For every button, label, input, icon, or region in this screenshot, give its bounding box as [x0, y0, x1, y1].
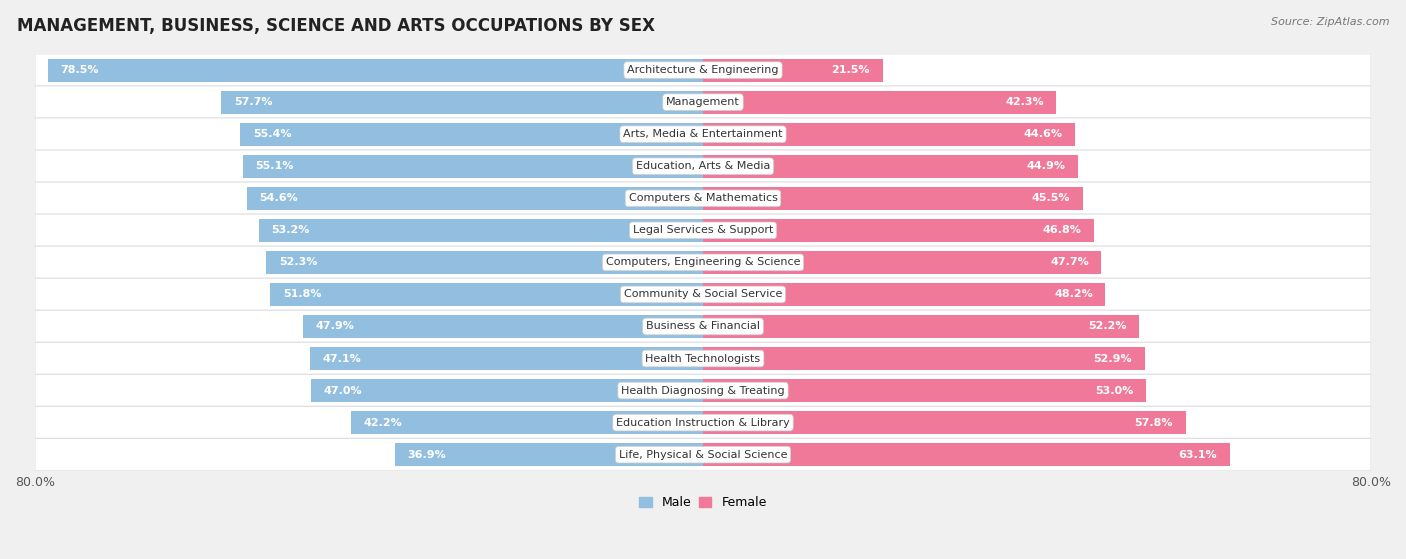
Bar [243, 155, 703, 178]
Text: 47.1%: 47.1% [322, 353, 361, 363]
FancyBboxPatch shape [35, 86, 1371, 119]
Legend: Male, Female: Male, Female [634, 491, 772, 514]
Bar [311, 379, 703, 402]
Text: 36.9%: 36.9% [408, 449, 446, 459]
Text: 21.5%: 21.5% [831, 65, 870, 75]
Text: 44.6%: 44.6% [1024, 129, 1063, 139]
Bar [703, 187, 1083, 210]
Text: Community & Social Service: Community & Social Service [624, 290, 782, 300]
Text: 53.0%: 53.0% [1095, 386, 1133, 396]
Text: 57.7%: 57.7% [233, 97, 273, 107]
Bar [703, 122, 1076, 146]
FancyBboxPatch shape [35, 438, 1371, 471]
Text: Arts, Media & Entertainment: Arts, Media & Entertainment [623, 129, 783, 139]
Text: 52.3%: 52.3% [278, 257, 318, 267]
Text: 45.5%: 45.5% [1032, 193, 1070, 203]
Text: 54.6%: 54.6% [260, 193, 298, 203]
Bar [350, 411, 703, 434]
Bar [309, 347, 703, 370]
Text: 46.8%: 46.8% [1042, 225, 1081, 235]
Text: Business & Financial: Business & Financial [645, 321, 761, 331]
Text: Education, Arts & Media: Education, Arts & Media [636, 161, 770, 171]
FancyBboxPatch shape [35, 406, 1371, 439]
Text: 42.2%: 42.2% [363, 418, 402, 428]
FancyBboxPatch shape [35, 118, 1371, 150]
Text: Education Instruction & Library: Education Instruction & Library [616, 418, 790, 428]
FancyBboxPatch shape [35, 310, 1371, 343]
Text: Management: Management [666, 97, 740, 107]
Bar [259, 219, 703, 242]
Bar [703, 411, 1185, 434]
Text: 78.5%: 78.5% [60, 65, 98, 75]
Bar [703, 91, 1056, 113]
Bar [703, 443, 1230, 466]
Text: 48.2%: 48.2% [1054, 290, 1092, 300]
Bar [703, 283, 1105, 306]
FancyBboxPatch shape [35, 342, 1371, 375]
Text: Health Diagnosing & Treating: Health Diagnosing & Treating [621, 386, 785, 396]
Bar [48, 59, 703, 82]
Bar [247, 187, 703, 210]
Text: 42.3%: 42.3% [1005, 97, 1043, 107]
Text: Health Technologists: Health Technologists [645, 353, 761, 363]
FancyBboxPatch shape [35, 278, 1371, 311]
Bar [270, 283, 703, 306]
FancyBboxPatch shape [35, 374, 1371, 407]
FancyBboxPatch shape [35, 150, 1371, 183]
Bar [703, 347, 1144, 370]
Text: Source: ZipAtlas.com: Source: ZipAtlas.com [1271, 17, 1389, 27]
Text: 63.1%: 63.1% [1178, 449, 1218, 459]
Bar [703, 251, 1101, 274]
Text: 55.4%: 55.4% [253, 129, 291, 139]
Text: Computers, Engineering & Science: Computers, Engineering & Science [606, 257, 800, 267]
Bar [266, 251, 703, 274]
Text: Architecture & Engineering: Architecture & Engineering [627, 65, 779, 75]
Text: 47.0%: 47.0% [323, 386, 361, 396]
Text: 47.9%: 47.9% [315, 321, 354, 331]
Text: 52.9%: 52.9% [1094, 353, 1132, 363]
Text: 44.9%: 44.9% [1026, 161, 1066, 171]
Text: 57.8%: 57.8% [1135, 418, 1173, 428]
Bar [395, 443, 703, 466]
Bar [304, 315, 703, 338]
Text: MANAGEMENT, BUSINESS, SCIENCE AND ARTS OCCUPATIONS BY SEX: MANAGEMENT, BUSINESS, SCIENCE AND ARTS O… [17, 17, 655, 35]
Bar [703, 59, 883, 82]
Text: Computers & Mathematics: Computers & Mathematics [628, 193, 778, 203]
Text: 47.7%: 47.7% [1050, 257, 1088, 267]
FancyBboxPatch shape [35, 182, 1371, 215]
Text: 53.2%: 53.2% [271, 225, 309, 235]
Bar [703, 219, 1094, 242]
Bar [703, 315, 1139, 338]
FancyBboxPatch shape [35, 54, 1371, 87]
FancyBboxPatch shape [35, 214, 1371, 247]
Text: Life, Physical & Social Science: Life, Physical & Social Science [619, 449, 787, 459]
Bar [703, 379, 1146, 402]
Bar [240, 122, 703, 146]
Bar [703, 155, 1078, 178]
Text: 52.2%: 52.2% [1088, 321, 1126, 331]
Text: 51.8%: 51.8% [283, 290, 322, 300]
FancyBboxPatch shape [35, 246, 1371, 279]
Text: Legal Services & Support: Legal Services & Support [633, 225, 773, 235]
Bar [221, 91, 703, 113]
Text: 55.1%: 55.1% [256, 161, 294, 171]
